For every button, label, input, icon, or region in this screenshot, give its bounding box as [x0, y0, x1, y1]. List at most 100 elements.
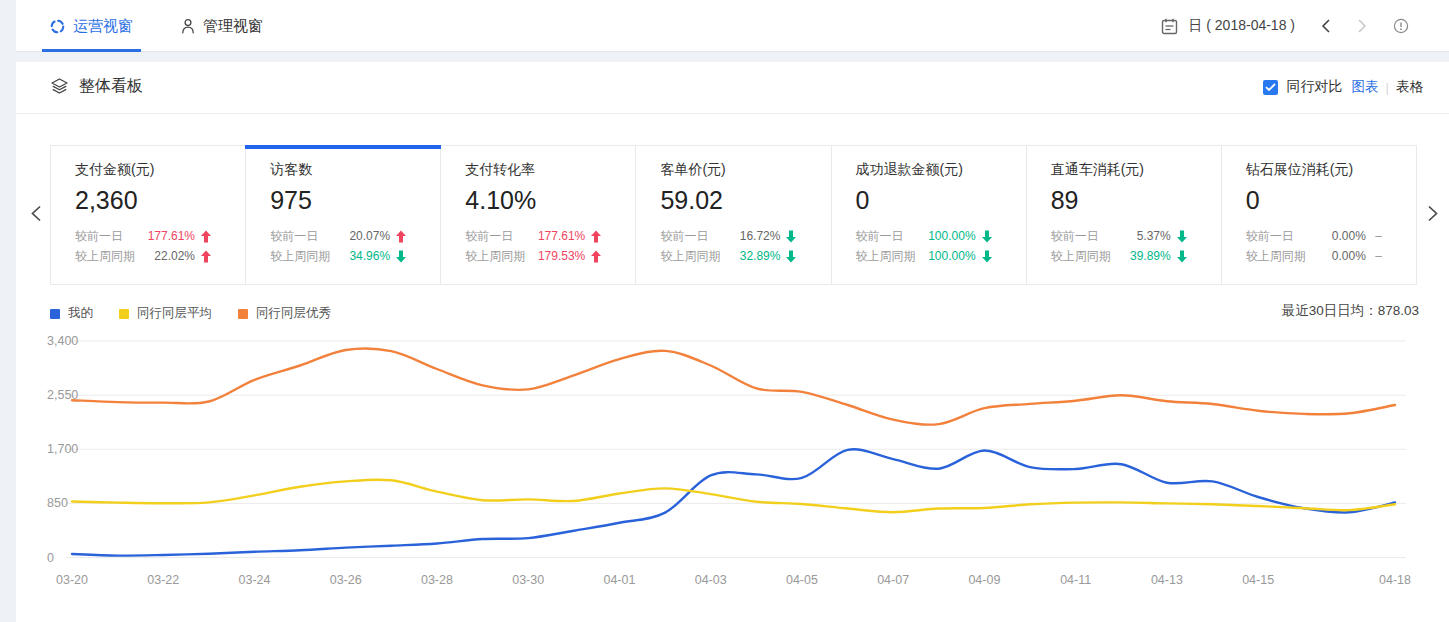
- arrow-up-icon: [396, 230, 406, 243]
- thirty-day-average-stat: 最近30日日均：878.03: [1282, 302, 1419, 320]
- legend-swatch: [119, 309, 129, 319]
- layers-icon: [50, 77, 69, 96]
- view-tabs: 运营视窗 管理视窗: [42, 0, 303, 52]
- compare-value: 34.96%: [330, 249, 390, 263]
- arrow-up-icon: [591, 230, 601, 243]
- line-series-同行同层优秀: [72, 348, 1395, 424]
- previous-date-button[interactable]: [1321, 19, 1331, 33]
- tab-label: 运营视窗: [73, 17, 133, 36]
- metric-card-1[interactable]: 支付金额(元)2,360较前一日177.61%较上周同期22.02%: [51, 146, 246, 284]
- compare-value: 16.72%: [708, 229, 780, 243]
- compare-label: 较上周同期: [856, 248, 916, 265]
- active-tab-underline: [42, 49, 141, 52]
- x-axis-label: 03-30: [512, 573, 544, 587]
- compare-value: 0.00%: [1306, 249, 1366, 263]
- compare-label: 较上周同期: [1246, 248, 1306, 265]
- legend-item[interactable]: 我的: [50, 305, 93, 322]
- cards-scroll-left-button[interactable]: [30, 205, 42, 222]
- tab-management-view[interactable]: 管理视窗: [173, 0, 271, 52]
- arrow-up-icon: [591, 250, 601, 263]
- metric-compare-row: 较上周同期34.96%: [270, 246, 406, 266]
- legend-swatch: [50, 309, 60, 319]
- metric-compare-row: 较前一日100.00%: [856, 226, 992, 246]
- compare-value: 5.37%: [1099, 229, 1171, 243]
- x-axis-label: 03-26: [330, 573, 362, 587]
- compare-value: 100.00%: [916, 249, 976, 263]
- x-axis-label: 03-22: [147, 573, 179, 587]
- metric-card-7[interactable]: 钻石展位消耗(元)0较前一日0.00%–较上周同期0.00%–: [1222, 146, 1416, 284]
- x-axis-label: 04-15: [1242, 573, 1274, 587]
- legend-label: 同行同层平均: [137, 305, 212, 322]
- arrow-down-icon: [786, 230, 796, 243]
- next-date-button[interactable]: [1357, 19, 1367, 33]
- metric-compare-row: 较前一日20.07%: [270, 226, 406, 246]
- x-axis-label: 03-28: [421, 573, 453, 587]
- flat-dash-icon: –: [1375, 249, 1382, 263]
- x-axis-label: 03-20: [56, 573, 88, 587]
- legend-item[interactable]: 同行同层平均: [119, 305, 212, 322]
- top-navigation-bar: 运营视窗 管理视窗 日 ( 2018-04-18 ): [16, 0, 1449, 52]
- metric-compare-row: 较上周同期179.53%: [465, 246, 601, 266]
- metric-compare-row: 较前一日16.72%: [660, 226, 796, 246]
- metric-compare-row: 较前一日177.61%: [75, 226, 211, 246]
- metric-card-6[interactable]: 直通车消耗(元)89较前一日5.37%较上周同期39.89%: [1027, 146, 1222, 284]
- metric-title: 钻石展位消耗(元): [1246, 161, 1416, 179]
- legend-label: 我的: [68, 305, 93, 322]
- compare-value: 20.07%: [318, 229, 390, 243]
- x-axis-label: 04-18: [1379, 573, 1411, 587]
- x-axis-label: 04-11: [1060, 573, 1091, 587]
- metric-value: 59.02: [660, 186, 830, 215]
- metric-value: 975: [270, 186, 440, 215]
- cards-scroll-right-button[interactable]: [1427, 205, 1439, 222]
- arrow-down-icon: [786, 250, 796, 263]
- metric-card-2[interactable]: 访客数975较前一日20.07%较上周同期34.96%: [246, 146, 441, 284]
- chart-legend: 我的 同行同层平均 同行同层优秀: [50, 305, 357, 322]
- compare-label: 较上周同期: [1051, 248, 1111, 265]
- metric-card-5[interactable]: 成功退款金额(元)0较前一日100.00%较上周同期100.00%: [832, 146, 1027, 284]
- compare-label: 较前一日: [75, 228, 123, 245]
- metric-card-4[interactable]: 客单价(元) 59.02 较前一日16.72% 较上周同期32.89%: [636, 146, 831, 284]
- peer-compare-checkbox[interactable]: [1263, 80, 1278, 95]
- metric-compare-row: 较前一日177.61%: [465, 226, 601, 246]
- metric-title: 访客数: [270, 161, 440, 179]
- compare-value: 39.89%: [1111, 249, 1171, 263]
- view-as-chart-link[interactable]: 图表: [1352, 78, 1379, 96]
- peer-compare-label[interactable]: 同行对比: [1287, 78, 1343, 96]
- metric-cards-row: 支付金额(元)2,360较前一日177.61%较上周同期22.02%访客数975…: [50, 145, 1417, 285]
- y-axis-label: 850: [47, 496, 68, 510]
- arrow-down-icon: [982, 250, 992, 263]
- calendar-icon[interactable]: [1161, 18, 1178, 35]
- line-chart: 08501,7002,5503,40003-2003-2203-2403-260…: [16, 327, 1449, 622]
- arrow-down-icon: [982, 230, 992, 243]
- metric-compare-row: 较上周同期39.89%: [1051, 246, 1187, 266]
- metric-card-3[interactable]: 支付转化率4.10%较前一日177.61%较上周同期179.53%: [441, 146, 636, 284]
- tab-label: 管理视窗: [203, 17, 263, 36]
- arrow-up-icon: [201, 250, 211, 263]
- compare-label: 较上周同期: [75, 248, 135, 265]
- metric-value: 0: [856, 186, 1026, 215]
- legend-swatch: [238, 309, 248, 319]
- compare-label: 较上周同期: [270, 248, 330, 265]
- metric-value: 0: [1246, 186, 1416, 215]
- info-icon[interactable]: [1393, 18, 1409, 34]
- compare-value: 177.61%: [123, 229, 195, 243]
- metric-title: 客单价(元): [660, 161, 830, 179]
- arrow-down-icon: [1177, 250, 1187, 263]
- compare-value: 22.02%: [135, 249, 195, 263]
- legend-item[interactable]: 同行同层优秀: [238, 305, 331, 322]
- metric-compare-row: 较上周同期22.02%: [75, 246, 211, 266]
- x-axis-label: 04-03: [695, 573, 727, 587]
- y-axis-label: 1,700: [47, 442, 78, 456]
- tab-operations-view[interactable]: 运营视窗: [42, 0, 141, 52]
- x-axis-label: 04-05: [786, 573, 818, 587]
- compare-label: 较前一日: [465, 228, 513, 245]
- compare-value: 179.53%: [525, 249, 585, 263]
- y-axis-label: 3,400: [47, 334, 78, 348]
- date-selector[interactable]: 日 ( 2018-04-18 ): [1188, 17, 1295, 35]
- view-separator: |: [1386, 80, 1389, 95]
- view-as-table-link[interactable]: 表格: [1396, 78, 1423, 96]
- arrow-down-icon: [396, 250, 406, 263]
- person-icon: [181, 18, 195, 34]
- compare-label: 较上周同期: [660, 248, 720, 265]
- compare-value: 32.89%: [720, 249, 780, 263]
